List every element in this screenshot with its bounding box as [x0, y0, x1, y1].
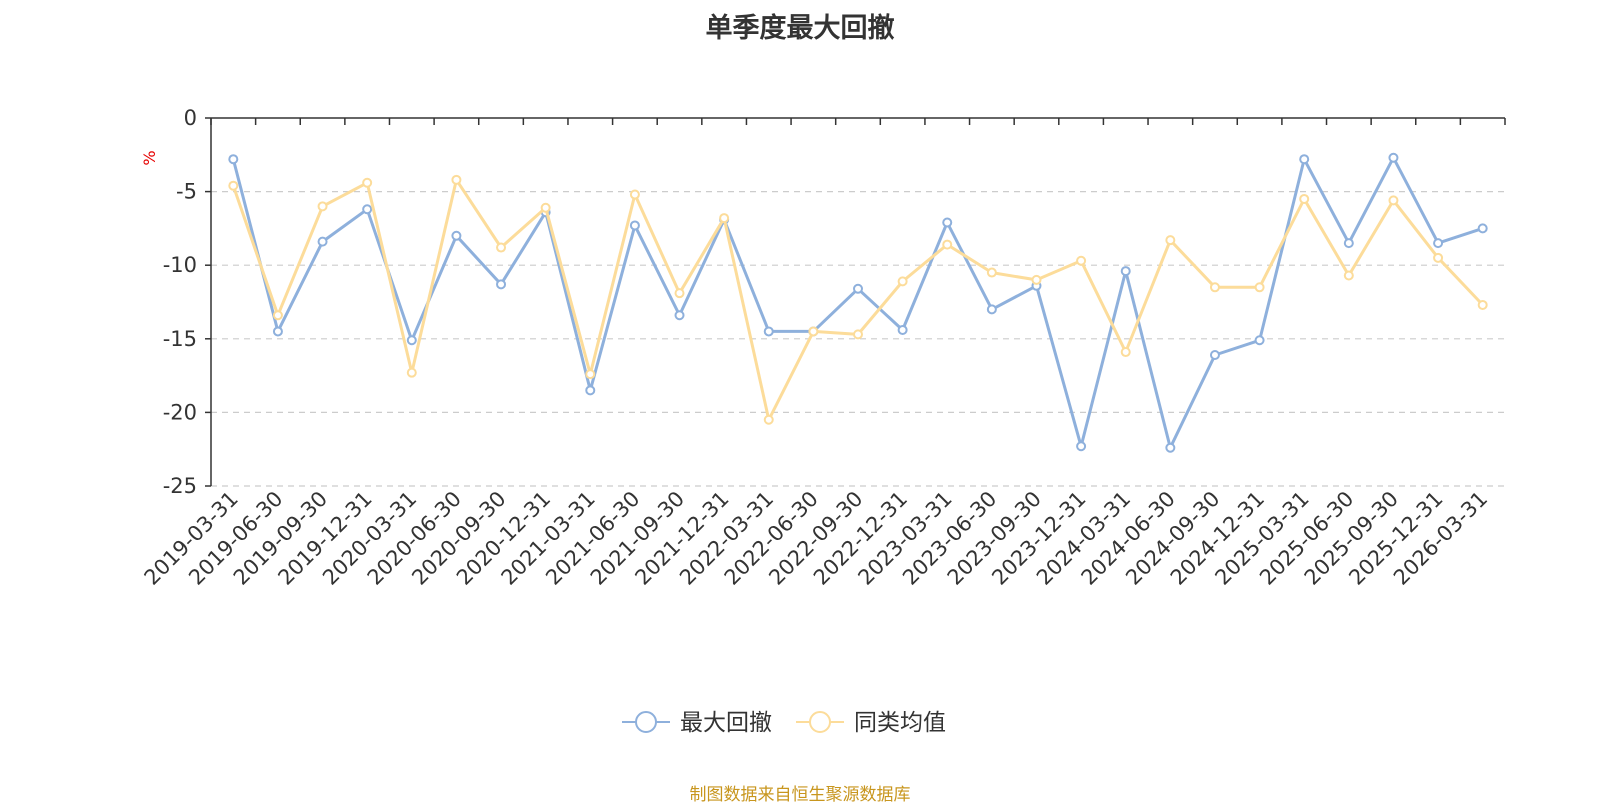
series-line [231, 178, 1484, 422]
data-point [272, 326, 283, 337]
data-point [1433, 252, 1444, 263]
data-point [897, 276, 908, 287]
data-point [362, 204, 373, 215]
data-point [986, 267, 997, 278]
data-point [1076, 255, 1087, 266]
data-point [719, 213, 730, 224]
data-point [272, 310, 283, 321]
data-point [629, 189, 640, 200]
data-point [1120, 347, 1131, 358]
legend-item[interactable]: 最大回撤 [622, 710, 772, 736]
data-point [1343, 270, 1354, 281]
legend-item[interactable]: 同类均值 [796, 710, 946, 736]
series-line [231, 156, 1484, 450]
data-point [1299, 193, 1310, 204]
data-point [451, 230, 462, 241]
legend-label: 最大回撤 [680, 710, 772, 736]
grid-lines [211, 191, 1505, 487]
legend-marker-icon [635, 711, 657, 733]
data-point [763, 326, 774, 337]
data-point [1165, 235, 1176, 246]
data-point [942, 217, 953, 228]
data-point [1165, 442, 1176, 453]
data-point [228, 154, 239, 165]
series-2 [228, 174, 1488, 425]
y-tick-label: -5 [176, 180, 197, 204]
data-point [1209, 282, 1220, 293]
data-point [496, 279, 507, 290]
data-point [1433, 238, 1444, 249]
data-point [674, 288, 685, 299]
series-layer [228, 152, 1488, 453]
data-point [763, 414, 774, 425]
y-tick-label: -25 [163, 474, 197, 498]
data-point [1031, 274, 1042, 285]
data-point [585, 369, 596, 380]
data-point [986, 304, 997, 315]
data-point [1076, 441, 1087, 452]
data-point [1254, 335, 1265, 346]
y-tick-label: -10 [163, 253, 197, 277]
data-point [674, 310, 685, 321]
data-point [629, 220, 640, 231]
legend-label: 同类均值 [854, 710, 946, 736]
y-tick-label: -15 [163, 327, 197, 351]
data-point [585, 385, 596, 396]
data-point [1388, 152, 1399, 163]
data-point [317, 201, 328, 212]
data-point [540, 202, 551, 213]
data-point [853, 329, 863, 340]
y-tick-label: -20 [163, 400, 197, 424]
data-point [317, 236, 328, 247]
y-tick-label: 0 [184, 106, 197, 130]
data-point [1343, 238, 1354, 249]
data-point [1120, 266, 1131, 277]
series-1 [228, 152, 1488, 453]
legend[interactable]: 最大回撤 同类均值 [622, 710, 946, 736]
data-point [451, 174, 462, 185]
data-point [406, 367, 417, 378]
data-point [496, 242, 507, 253]
data-point [808, 326, 819, 337]
data-point [1254, 282, 1265, 293]
data-point [897, 324, 908, 335]
data-point [1477, 299, 1488, 310]
data-point [1477, 223, 1488, 234]
data-point [406, 335, 417, 346]
data-point [1388, 195, 1399, 206]
y-axis-unit: % [140, 150, 159, 165]
data-point [942, 239, 953, 250]
chart-title: 单季度最大回撤 [705, 13, 895, 44]
legend-marker-icon [809, 711, 831, 733]
data-point [228, 180, 239, 191]
source-note: 制图数据来自恒生聚源数据库 [689, 785, 911, 805]
data-point [362, 177, 373, 188]
data-point [1209, 349, 1220, 360]
data-point [853, 283, 863, 294]
data-point [1299, 154, 1310, 165]
